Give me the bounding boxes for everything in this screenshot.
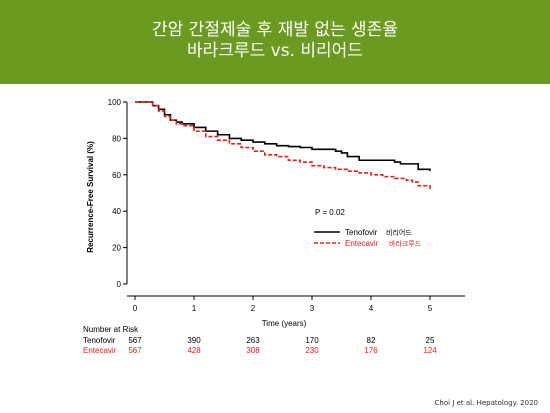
legend-label-tenofovir: Tenofovir bbox=[345, 228, 378, 237]
title-line-1: 간암 간절제술 후 재발 없는 생존율 bbox=[152, 20, 398, 40]
risk-value: 567 bbox=[128, 346, 142, 355]
y-axis-label: Recurrence-Free Survival (%) bbox=[86, 141, 95, 253]
risk-row-label: Tenofovir bbox=[83, 336, 116, 345]
y-tick-label: 0 bbox=[117, 280, 122, 289]
y-tick-label: 40 bbox=[112, 207, 121, 216]
y-tick-label: 20 bbox=[112, 244, 121, 253]
risk-value: 82 bbox=[367, 336, 376, 345]
x-tick-label: 5 bbox=[428, 304, 433, 313]
legend-label-ko-entecavir: 바라크루드 bbox=[389, 239, 422, 248]
risk-value: 176 bbox=[364, 346, 378, 355]
x-tick-label: 4 bbox=[369, 304, 374, 313]
title-banner: 간암 간절제술 후 재발 없는 생존율 바라크루드 vs. 비리어드 bbox=[0, 0, 550, 84]
risk-value: 170 bbox=[305, 336, 319, 345]
risk-value: 124 bbox=[423, 346, 437, 355]
legend-label-entecavir: Entecavir bbox=[345, 239, 379, 248]
risk-value: 428 bbox=[187, 346, 201, 355]
risk-value: 263 bbox=[246, 336, 260, 345]
x-tick-label: 1 bbox=[192, 304, 197, 313]
x-tick-label: 0 bbox=[133, 304, 138, 313]
risk-value: 25 bbox=[426, 336, 435, 345]
survival-chart: 0 20 40 60 80 100 0 1 2 3 4 5 Time (years) Recurrence… bbox=[83, 98, 465, 355]
risk-value: 390 bbox=[187, 336, 201, 345]
x-axis-label: Time (years) bbox=[262, 319, 307, 328]
y-tick-label: 80 bbox=[112, 134, 121, 143]
citation: Choi J et al. Hepatology. 2020 bbox=[434, 399, 538, 407]
risk-row-label: Entecavir bbox=[83, 346, 117, 355]
series-line-tenofovir bbox=[135, 101, 431, 172]
y-tick-label: 60 bbox=[112, 171, 121, 180]
risk-value: 308 bbox=[246, 346, 260, 355]
y-tick-label: 100 bbox=[108, 98, 122, 107]
legend-label-ko-tenofovir: 비리어드 bbox=[386, 228, 412, 237]
x-tick-label: 2 bbox=[251, 304, 256, 313]
title-line-2: 바라크루드 vs. 비리어드 bbox=[187, 41, 363, 61]
series-line-entecavir bbox=[135, 101, 431, 190]
risk-value: 230 bbox=[305, 346, 319, 355]
x-tick-label: 3 bbox=[310, 304, 315, 313]
p-value-annotation: P = 0.02 bbox=[315, 208, 345, 217]
risk-value: 567 bbox=[128, 336, 142, 345]
risk-table-title: Number at Risk bbox=[83, 325, 139, 334]
